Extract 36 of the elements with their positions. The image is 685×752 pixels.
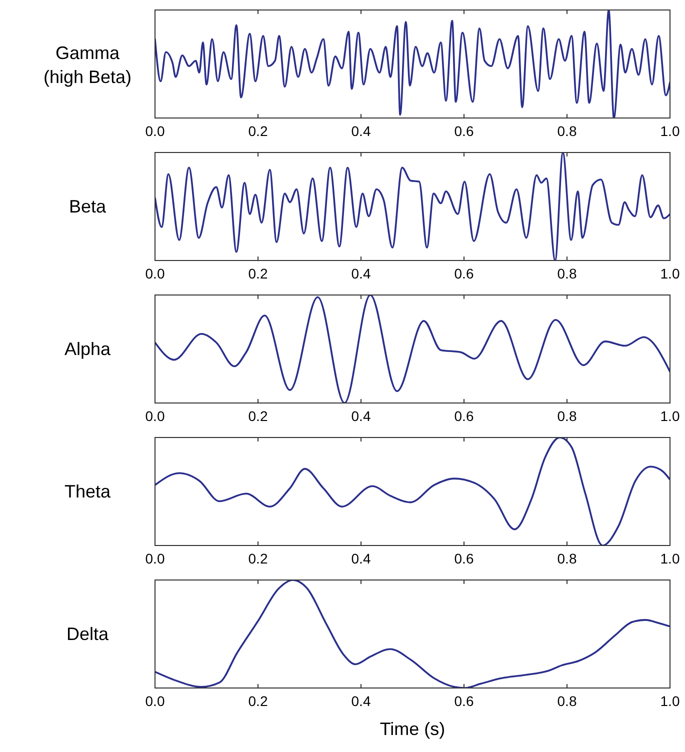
x-tick-label: 0.8 <box>557 693 577 709</box>
x-tick-label: 0.8 <box>557 550 577 566</box>
x-tick-label: 0.8 <box>557 266 577 282</box>
x-tick-label: 0.8 <box>557 123 577 139</box>
y-axis-title: Beta <box>68 196 107 216</box>
x-tick-label: 0.2 <box>248 266 268 282</box>
x-tick-label: 1.0 <box>660 408 680 424</box>
x-tick-label: 1.0 <box>660 693 680 709</box>
x-tick-label: 1.0 <box>660 266 680 282</box>
y-axis-title: Alpha <box>64 339 112 359</box>
x-tick-label: 0.0 <box>145 266 165 282</box>
y-axis-title: Delta <box>66 624 110 644</box>
x-tick-label: 0.2 <box>248 550 268 566</box>
x-tick-label: 0.4 <box>351 266 371 282</box>
x-tick-label: 0.0 <box>145 550 165 566</box>
x-tick-label: 0.6 <box>454 408 474 424</box>
x-tick-label: 0.0 <box>145 123 165 139</box>
x-tick-label: 0.2 <box>248 123 268 139</box>
x-tick-label: 0.4 <box>351 693 371 709</box>
x-tick-label: 0.0 <box>145 408 165 424</box>
x-tick-label: 0.4 <box>351 123 371 139</box>
x-tick-label: 0.6 <box>454 693 474 709</box>
x-tick-label: 0.4 <box>351 408 371 424</box>
x-tick-label: 1.0 <box>660 550 680 566</box>
x-tick-label: 0.2 <box>248 408 268 424</box>
x-tick-label: 0.6 <box>454 123 474 139</box>
x-tick-label: 0.4 <box>351 550 371 566</box>
x-tick-label: 0.8 <box>557 408 577 424</box>
x-tick-label: 0.6 <box>454 550 474 566</box>
x-tick-label: 1.0 <box>660 123 680 139</box>
x-axis-title: Time (s) <box>380 719 446 739</box>
y-axis-title: Gamma (high Beta) <box>43 43 132 87</box>
x-tick-label: 0.6 <box>454 266 474 282</box>
x-tick-label: 0.2 <box>248 693 268 709</box>
x-tick-label: 0.0 <box>145 693 165 709</box>
y-axis-title: Theta <box>64 482 112 502</box>
